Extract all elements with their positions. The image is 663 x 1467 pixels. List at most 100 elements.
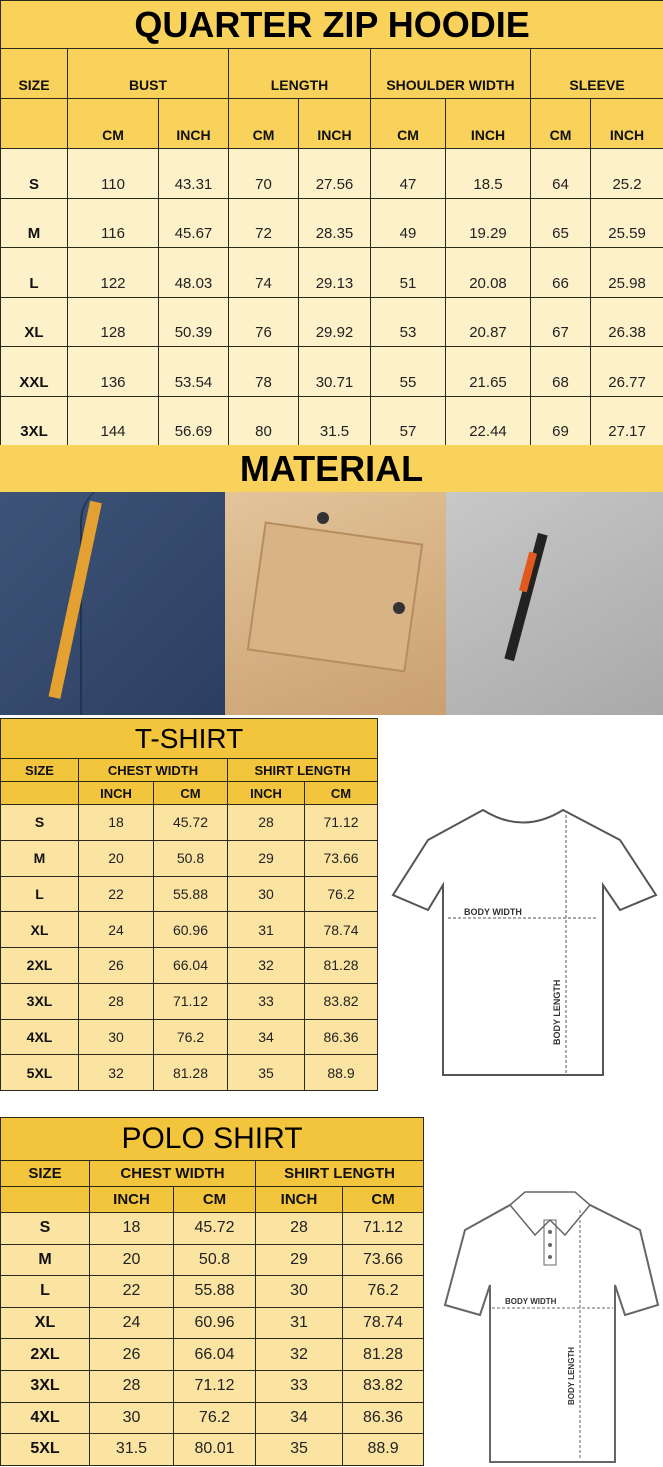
value-cell: 122 (67, 247, 159, 298)
value-cell: 81.28 (153, 1054, 228, 1091)
table-row: M 20 50.8 29 73.66 (0, 839, 379, 877)
value-cell: 53 (370, 296, 446, 347)
unit-row: INCH CM INCH CM (0, 1186, 425, 1213)
value-cell: 83.82 (341, 1369, 425, 1403)
table-row: L 22 55.88 30 76.2 (0, 1275, 425, 1308)
value-cell: 78.74 (341, 1306, 425, 1340)
size-cell: 2XL (0, 1338, 90, 1371)
unit-header: INCH (78, 781, 154, 805)
size-cell: 3XL (0, 1369, 90, 1403)
value-cell: 32 (227, 947, 305, 984)
value-cell: 30 (255, 1275, 343, 1308)
value-cell: 18.5 (445, 148, 531, 199)
tshirt-size-table: T-SHIRT SIZE CHEST WIDTH SHIRT LENGTH INCH CM… (0, 718, 379, 1091)
size-cell: S (0, 1212, 90, 1245)
table-row: M 20 50.8 29 73.66 (0, 1243, 425, 1277)
value-cell: 32 (255, 1338, 343, 1371)
value-cell: 20 (78, 839, 154, 877)
size-cell: M (0, 1243, 90, 1277)
value-cell: 28 (255, 1212, 343, 1245)
value-cell: 26.38 (589, 296, 663, 347)
size-cell: 5XL (0, 1433, 90, 1466)
value-cell: 81.28 (341, 1338, 425, 1371)
value-cell: 71.12 (341, 1212, 425, 1245)
value-cell: 28 (89, 1369, 174, 1403)
unit-header: INCH (89, 1186, 174, 1213)
value-cell: 25.59 (589, 197, 663, 248)
size-cell: L (0, 1275, 90, 1308)
value-cell: 22 (78, 875, 154, 913)
value-cell: 81.28 (303, 947, 379, 984)
value-cell: 66.04 (153, 947, 228, 984)
value-cell: 56.69 (158, 395, 229, 446)
value-cell: 19.29 (445, 197, 531, 248)
value-cell: 86.36 (303, 1018, 379, 1056)
value-cell: 116 (67, 197, 159, 248)
size-header: SIZE (0, 48, 68, 99)
value-cell: 35 (255, 1433, 343, 1466)
value-cell: 76 (228, 296, 299, 347)
size-cell: 3XL (0, 982, 79, 1020)
value-cell: 67 (530, 296, 591, 347)
value-cell: 20 (89, 1243, 174, 1277)
value-cell: 78.74 (303, 911, 379, 948)
value-cell: 136 (67, 346, 159, 397)
value-cell: 69 (530, 395, 591, 446)
unit-header: INCH (298, 98, 371, 149)
value-cell: 26.77 (589, 346, 663, 397)
unit-row: INCH CM INCH CM (0, 781, 379, 805)
value-cell: 76.2 (341, 1275, 425, 1308)
value-cell: 49 (370, 197, 446, 248)
value-cell: 18 (89, 1212, 174, 1245)
table-row: 5XL 32 81.28 35 88.9 (0, 1054, 379, 1091)
value-cell: 48.03 (158, 247, 229, 298)
value-cell: 71.12 (173, 1369, 256, 1403)
table-title: QUARTER ZIP HOODIE (0, 0, 663, 49)
value-cell: 22.44 (445, 395, 531, 446)
value-cell: 76.2 (173, 1401, 256, 1435)
value-cell: 34 (255, 1401, 343, 1435)
size-cell: 3XL (0, 395, 68, 446)
value-cell: 72 (228, 197, 299, 248)
value-cell: 47 (370, 148, 446, 199)
value-cell: 66.04 (173, 1338, 256, 1371)
value-cell: 71.12 (153, 982, 228, 1020)
table-row: S 110 43.31 70 27.56 47 18.5 64 25.2 (0, 148, 663, 199)
header-row: SIZE BUST LENGTH SHOULDER WIDTH SLEEVE (0, 48, 663, 99)
column-group-header: SLEEVE (529, 48, 663, 99)
table-title-row: QUARTER ZIP HOODIE (0, 0, 663, 49)
value-cell: 45.72 (173, 1212, 256, 1245)
value-cell: 29 (227, 839, 305, 877)
unit-header: CM (530, 98, 591, 149)
value-cell: 30 (89, 1401, 174, 1435)
value-cell: 20.08 (445, 247, 531, 298)
polo-measurement-diagram: BODY WIDTH BODY LENGTH (443, 1191, 660, 1463)
table-title-row: T-SHIRT (0, 718, 379, 759)
size-cell: L (0, 875, 79, 913)
polo-size-table: POLO SHIRT SIZE CHEST WIDTH SHIRT LENGTH INC… (0, 1117, 425, 1466)
value-cell: 83.82 (303, 982, 379, 1020)
value-cell: 25.2 (589, 148, 663, 199)
size-cell: L (0, 247, 68, 298)
value-cell: 53.54 (158, 346, 229, 397)
column-group-header: SHIRT LENGTH (254, 1160, 425, 1187)
navy-fabric-photo (0, 492, 225, 715)
value-cell: 55.88 (153, 875, 228, 913)
value-cell: 29.92 (298, 296, 371, 347)
value-cell: 32 (78, 1054, 154, 1091)
size-cell: 2XL (0, 947, 79, 984)
value-cell: 26 (78, 947, 154, 984)
table-row: 4XL 30 76.2 34 86.36 (0, 1401, 425, 1435)
unit-header: INCH (445, 98, 531, 149)
value-cell: 76.2 (153, 1018, 228, 1056)
value-cell: 80 (228, 395, 299, 446)
value-cell: 24 (78, 911, 154, 948)
unit-header: CM (341, 1186, 425, 1213)
body-width-label: BODY WIDTH (505, 1297, 557, 1306)
size-cell: M (0, 839, 79, 877)
size-cell: XL (0, 296, 68, 347)
value-cell: 65 (530, 197, 591, 248)
value-cell: 73.66 (341, 1243, 425, 1277)
value-cell: 34 (227, 1018, 305, 1056)
column-group-header: SHIRT LENGTH (226, 758, 379, 782)
